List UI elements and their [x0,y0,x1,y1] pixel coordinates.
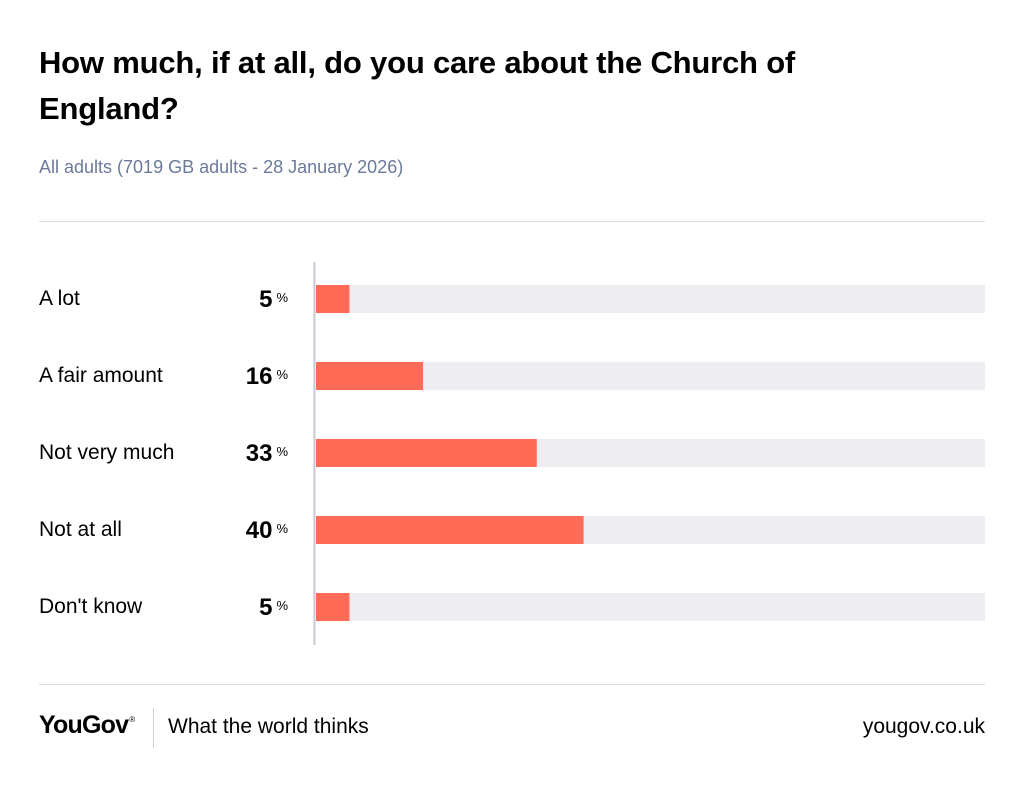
data-label-value: 5 [259,286,273,313]
footer-divider [153,708,154,748]
data-label-unit: % [276,444,288,459]
data-label: 5% [208,595,288,621]
chart-subtitle: All adults (7019 GB adults - 28 January … [39,157,404,177]
data-label-value: 33 [245,440,273,467]
data-label-value: 40 [245,517,273,544]
top-divider [39,221,985,222]
data-label-unit: % [276,598,288,613]
data-label: 16% [208,364,288,390]
category-label: A fair amount [39,364,163,387]
category-label: Don't know [39,595,143,618]
bar-track [316,362,985,390]
data-label: 5% [208,287,288,313]
bar-not-very-much [316,439,537,467]
bar-a-lot [316,285,350,313]
data-label-unit: % [276,367,288,382]
data-label: 33% [208,441,288,467]
bar-track [316,285,985,313]
category-label: Not very much [39,441,175,464]
data-label-value: 5 [259,594,273,621]
bar-track [316,593,985,621]
bottom-divider [39,684,985,685]
category-label: Not at all [39,518,122,541]
bar-don-t-know [316,593,350,621]
data-label-value: 16 [245,363,273,390]
data-label-unit: % [276,521,288,536]
bar-a-fair-amount [316,362,424,390]
data-label: 40% [208,518,288,544]
chart-title: How much, if at all, do you care about t… [39,45,796,126]
footer-url[interactable]: yougov.co.uk [862,715,985,738]
footer-tagline: What the world thinks [168,715,369,738]
data-label-unit: % [276,290,288,305]
bar-not-at-all [316,516,584,544]
category-label: A lot [39,287,80,310]
yougov-logo: YouGov® [39,711,135,739]
